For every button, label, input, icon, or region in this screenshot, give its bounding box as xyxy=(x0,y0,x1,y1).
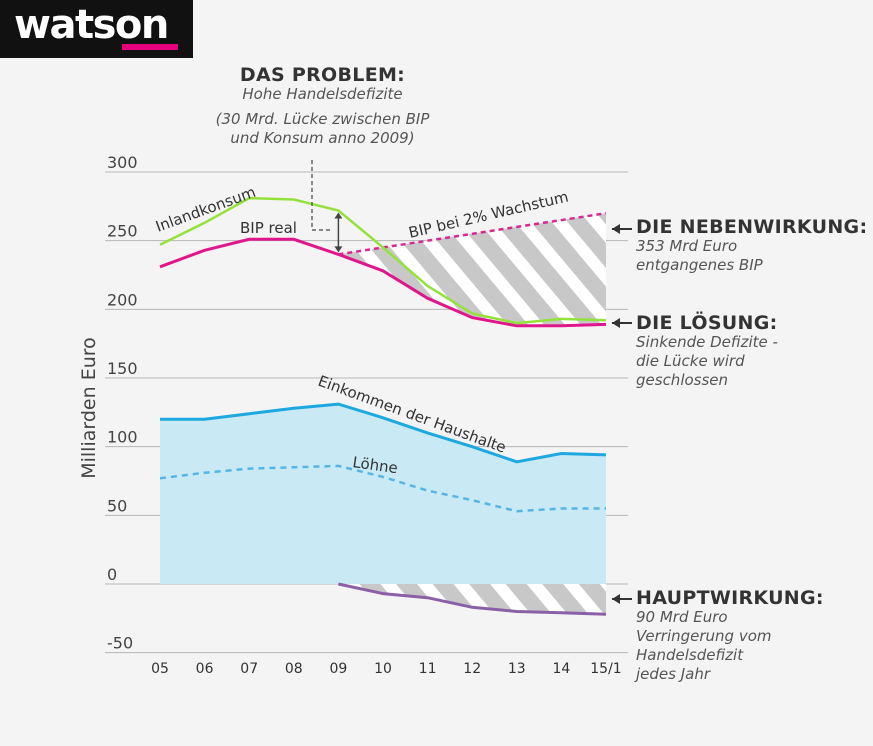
side-effect-heading: DIE NEBENWIRKUNG: xyxy=(636,216,868,238)
y-tick-label: -50 xyxy=(107,634,133,653)
watson-logo: watson xyxy=(0,0,193,58)
annotation-solution: DIE LÖSUNG: Sinkende Defizite - die Lück… xyxy=(636,314,868,390)
solution-heading: DIE LÖSUNG: xyxy=(636,312,778,334)
x-tick-label: 12 xyxy=(463,661,481,677)
consumption-line xyxy=(159,196,607,325)
series-lines xyxy=(159,196,607,616)
main-effect-heading: HAUPTWIRKUNG: xyxy=(636,587,824,609)
y-tick-label: 100 xyxy=(107,428,138,447)
label-gdp-real: BIP real xyxy=(240,219,297,237)
main-effect-line-1: 90 Mrd Euro xyxy=(636,608,728,626)
y-axis-label: Milliarden Euro xyxy=(78,337,100,479)
x-tick-label: 10 xyxy=(374,661,392,677)
logo-underline xyxy=(122,44,178,50)
y-tick-label: 200 xyxy=(107,290,138,309)
problem-note-1: (30 Mrd. Lücke zwischen BIP xyxy=(215,110,430,128)
side-effect-line-1: 353 Mrd Euro xyxy=(636,237,738,255)
x-tick-label: 13 xyxy=(508,661,526,677)
solution-line-1: Sinkende Defizite - xyxy=(636,333,778,351)
x-tick-label: 06 xyxy=(196,661,214,677)
fill-areas xyxy=(160,213,606,615)
main-effect-line-4: jedes Jahr xyxy=(636,665,711,683)
main-effect-line-3: Handelsdefizit xyxy=(636,646,744,664)
problem-subtitle: Hohe Handelsdefizite xyxy=(242,85,403,103)
wages-line xyxy=(159,464,606,513)
problem-heading: DAS PROBLEM: xyxy=(239,64,406,86)
trade-balance-line xyxy=(338,582,607,616)
y-tick-label: 150 xyxy=(107,359,138,378)
y-tick-label: 250 xyxy=(107,222,138,241)
logo-wordmark: watson xyxy=(14,2,169,48)
income-area xyxy=(160,404,606,584)
problem-note-2: und Konsum anno 2009) xyxy=(230,129,415,147)
gdp-real-line xyxy=(159,237,607,328)
annotation-main-effect: HAUPTWIRKUNG: 90 Mrd Euro Verringerung v… xyxy=(636,589,868,684)
annotation-problem: DAS PROBLEM: Hohe Handelsdefizite (30 Mr… xyxy=(190,66,455,148)
problem-pointer xyxy=(311,160,333,231)
gap-arrow-head-down xyxy=(334,246,343,253)
y-tick-label: 50 xyxy=(107,496,127,515)
y-tick-label: 300 xyxy=(107,153,138,172)
solution-line-2: die Lücke wird xyxy=(636,352,745,370)
main-effect-line-2: Verringerung vom xyxy=(636,627,772,645)
x-tick-label: 05 xyxy=(151,661,169,677)
x-tick-label: 09 xyxy=(329,661,347,677)
income-line xyxy=(160,402,607,464)
tick-labels: 300 250 200 150 100 50 0 -50 05 06 07 08 09 10 11 12 13 1… xyxy=(107,153,622,677)
trade-deficit-hatch xyxy=(338,584,606,615)
x-tick-label: 08 xyxy=(285,661,303,677)
solution-line-3: geschlossen xyxy=(636,371,729,389)
x-tick-label: 14 xyxy=(552,661,570,677)
annotation-markers xyxy=(311,160,632,604)
side-effect-line-2: entgangenes BIP xyxy=(636,256,763,274)
arrow-main-effect-head xyxy=(612,594,620,604)
arrow-side-effect-head xyxy=(612,224,620,234)
lost-gdp-hatch xyxy=(338,213,606,326)
gap-arrow-head-up xyxy=(334,212,343,219)
x-tick-label: 11 xyxy=(419,661,437,677)
x-tick-label: 15/1 xyxy=(590,661,621,677)
y-tick-label: 0 xyxy=(107,565,117,584)
arrow-solution-head xyxy=(612,318,620,328)
x-tick-label: 07 xyxy=(240,661,258,677)
annotation-side-effect: DIE NEBENWIRKUNG: 353 Mrd Euro entgangen… xyxy=(636,218,868,275)
